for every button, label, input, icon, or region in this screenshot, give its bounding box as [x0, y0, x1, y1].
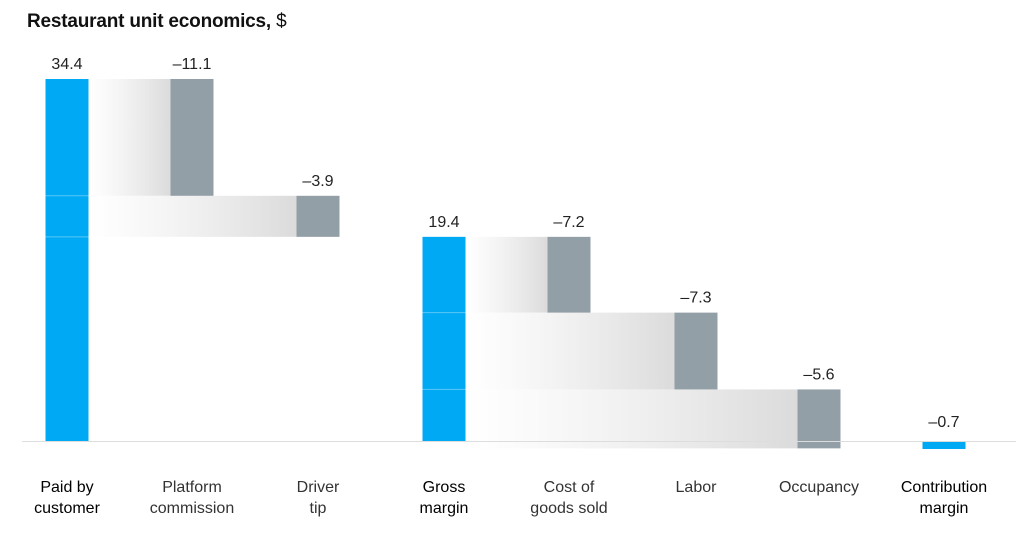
- category-label-line2: margin: [919, 500, 969, 517]
- category-label-4: Cost of goods sold: [504, 477, 634, 519]
- connector-1: [88, 79, 171, 196]
- connector-6: [465, 389, 798, 449]
- chart-title-unit: $: [276, 11, 287, 32]
- category-label-line2: commission: [149, 500, 235, 517]
- value-label-3: 19.4: [428, 214, 459, 231]
- category-label-7: Contribution margin: [879, 477, 1009, 519]
- chart-title: Restaurant unit economics, $: [27, 11, 287, 33]
- category-label-line2: tip: [309, 500, 327, 517]
- category-label-line2: margin: [419, 500, 469, 517]
- category-label-line1: Paid by: [40, 479, 94, 496]
- category-label-line2: goods sold: [530, 500, 608, 517]
- value-label-4: –7.2: [553, 214, 584, 231]
- category-label-line1: Gross: [422, 479, 466, 496]
- bar-5: [674, 312, 718, 390]
- bar-3: [422, 236, 466, 441]
- bar-7: [922, 441, 966, 449]
- value-label-6: –5.6: [803, 366, 834, 383]
- bar-1: [170, 79, 214, 196]
- category-label-line1: Cost of: [543, 479, 595, 496]
- category-label-line1: Contribution: [900, 479, 988, 496]
- value-label-2: –3.9: [302, 173, 333, 190]
- category-label-3: Gross margin: [379, 477, 509, 519]
- category-label-2: Driver tip: [253, 477, 383, 519]
- bar-6: [797, 389, 841, 449]
- category-label-1: Platform commission: [127, 477, 257, 519]
- bar-0: [45, 79, 89, 441]
- bar-2: [296, 195, 340, 237]
- connector-4: [465, 236, 548, 313]
- category-label-line1: Driver: [296, 479, 340, 496]
- connector-2: [88, 195, 297, 237]
- category-label-0: Paid by customer: [2, 477, 132, 519]
- connector-5: [465, 312, 675, 390]
- category-label-line1: Labor: [675, 479, 717, 496]
- value-label-7: –0.7: [928, 414, 959, 431]
- value-label-1: –11.1: [173, 56, 212, 73]
- category-label-line2: customer: [34, 500, 100, 517]
- value-label-0: 34.4: [51, 56, 82, 73]
- value-label-5: –7.3: [680, 290, 711, 307]
- category-label-5: Labor: [631, 477, 761, 498]
- category-label-line1: Platform: [162, 479, 222, 496]
- category-label-line1: Occupancy: [778, 479, 860, 496]
- bar-4: [547, 236, 591, 313]
- category-label-6: Occupancy: [754, 477, 884, 498]
- chart-title-text: Restaurant unit economics,: [27, 11, 271, 32]
